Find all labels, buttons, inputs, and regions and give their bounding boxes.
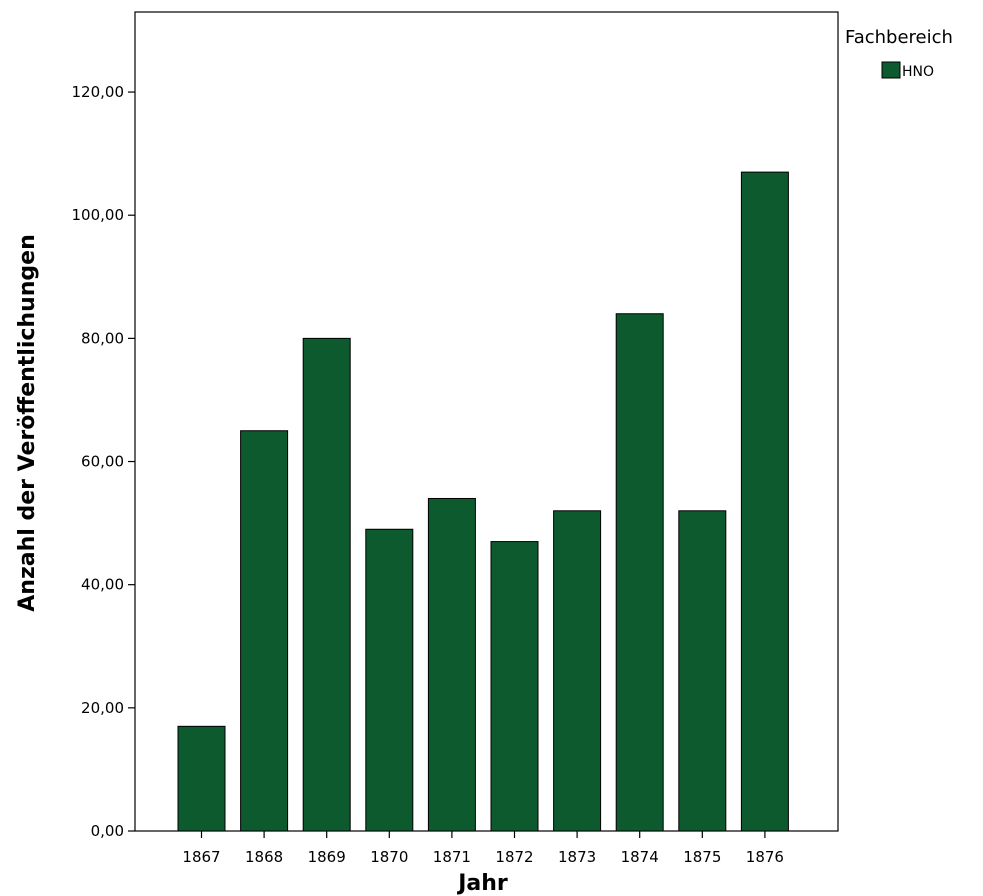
bar-1875 xyxy=(678,510,727,832)
y-axis-title: Anzahl der Veröffentlichungen xyxy=(15,234,40,611)
x-tick-label: 1875 xyxy=(683,848,721,866)
legend: Fachbereich HNO xyxy=(845,27,953,80)
x-tick-label: 1874 xyxy=(621,848,659,866)
bar-1874 xyxy=(615,313,664,832)
x-tick-label: 1871 xyxy=(433,848,471,866)
bar-1873 xyxy=(553,510,602,832)
x-tick-label: 1870 xyxy=(370,848,408,866)
x-tick-label: 1869 xyxy=(308,848,346,866)
y-tick-label: 80,00 xyxy=(81,329,124,347)
bar-1870 xyxy=(365,528,414,832)
bars xyxy=(177,171,789,832)
x-tick-label: 1867 xyxy=(182,848,220,866)
y-tick-label: 0,00 xyxy=(91,822,124,840)
y-tick-label: 40,00 xyxy=(81,576,124,594)
legend-label-hno: HNO xyxy=(902,64,934,80)
bar-1871 xyxy=(427,497,476,832)
plot-frame xyxy=(134,11,839,832)
y-tick-label: 20,00 xyxy=(81,699,124,717)
bar-1869 xyxy=(302,337,351,832)
x-tick-label: 1872 xyxy=(495,848,533,866)
x-axis: 1867 1868 1869 1870 1871 1872 1873 1874 1875 1876 xyxy=(182,831,784,866)
x-tick-label: 1873 xyxy=(558,848,596,866)
y-axis: 0,00 20,00 40,00 60,00 80,00 100,00 120,00 xyxy=(72,83,135,840)
y-tick-label: 100,00 xyxy=(72,206,125,224)
x-tick-label: 1868 xyxy=(245,848,283,866)
x-tick-label: 1876 xyxy=(746,848,784,866)
bar-1868 xyxy=(240,430,289,832)
y-tick-label: 120,00 xyxy=(72,83,125,101)
bar-1867 xyxy=(177,725,226,832)
plot-area-border xyxy=(134,11,839,832)
y-tick-label: 60,00 xyxy=(81,453,124,471)
bar-1876 xyxy=(740,171,789,832)
x-axis-title: Jahr xyxy=(456,871,508,896)
legend-swatch-hno xyxy=(881,61,901,79)
bar-1872 xyxy=(490,541,539,832)
legend-title: Fachbereich xyxy=(845,27,953,48)
